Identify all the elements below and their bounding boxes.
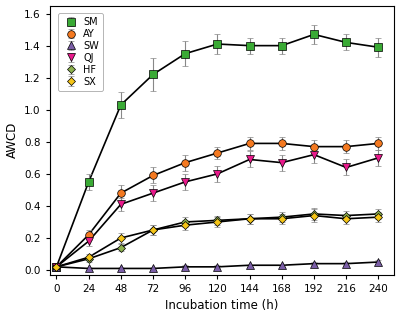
Y-axis label: AWCD: AWCD (6, 122, 18, 158)
Legend: SM, AY, SW, QJ, HF, SX: SM, AY, SW, QJ, HF, SX (58, 13, 103, 91)
X-axis label: Incubation time (h): Incubation time (h) (166, 300, 279, 313)
